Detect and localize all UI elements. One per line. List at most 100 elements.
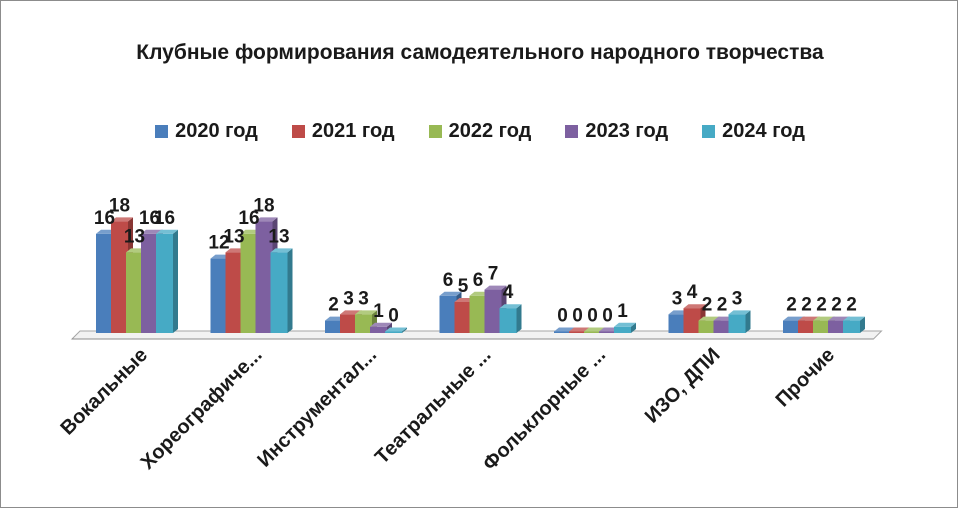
bar-top	[255, 217, 278, 222]
bar-side	[516, 304, 522, 333]
chart-title: Клубные формирования самодеятельного нар…	[136, 41, 824, 64]
data-label: 0	[572, 306, 583, 327]
bar-front	[469, 295, 487, 333]
bar-front	[126, 252, 143, 333]
bar	[728, 310, 751, 333]
bar-top	[355, 310, 377, 315]
category-label: Вокальные	[57, 344, 153, 440]
data-label: 4	[687, 282, 698, 303]
bar-front	[240, 233, 258, 333]
legend: 2020 год 2021 год 2022 год 2023 год 2024 год	[0, 118, 960, 144]
data-label: 7	[488, 264, 499, 285]
bar	[385, 327, 407, 333]
bar-front	[255, 221, 273, 333]
bar-front	[385, 331, 402, 333]
bar-front	[813, 320, 830, 333]
bar-front	[370, 326, 387, 333]
bar-top	[370, 322, 392, 327]
bar-front	[484, 289, 502, 333]
bar-front	[698, 320, 716, 333]
data-label: 13	[124, 226, 145, 247]
bar-front	[668, 314, 686, 333]
data-label: 2	[786, 295, 797, 316]
data-label: 18	[253, 195, 274, 216]
bar-front	[554, 331, 571, 333]
data-label: 2	[702, 295, 713, 316]
bar-front	[599, 331, 616, 333]
legend-swatch	[155, 124, 169, 138]
legend-label: 2021 год	[311, 119, 395, 142]
data-label: 16	[238, 208, 259, 229]
data-label: 3	[358, 288, 369, 309]
legend-item: 2024 год	[702, 120, 805, 143]
data-label: 0	[602, 306, 613, 327]
bar	[843, 316, 865, 333]
bar	[499, 304, 522, 333]
bar-front	[141, 233, 158, 333]
bar-side	[745, 310, 751, 333]
bar-front	[340, 314, 357, 333]
bar-front	[270, 252, 288, 333]
data-label: 13	[268, 226, 289, 247]
data-label: 2	[717, 295, 728, 316]
bar-front	[843, 320, 860, 333]
bar-front	[325, 320, 342, 333]
bar-side	[860, 316, 865, 333]
data-label: 6	[443, 270, 454, 291]
bar-front	[798, 320, 815, 333]
bar-top	[484, 285, 507, 290]
legend-swatch	[565, 124, 579, 138]
legend-label: 2020 год	[175, 119, 258, 142]
data-label: 3	[672, 288, 683, 309]
category-label: Инструментал...	[253, 344, 381, 472]
legend-item: 2022 год	[428, 119, 532, 143]
bar-side	[287, 248, 293, 333]
data-label: 4	[503, 282, 514, 303]
bar-front	[728, 314, 746, 333]
bar-top	[614, 322, 636, 327]
bar-front	[713, 320, 731, 333]
legend-swatch	[702, 124, 716, 138]
legend-item: 2021 год	[291, 119, 395, 143]
bar-side	[402, 327, 407, 333]
data-label: 0	[388, 306, 399, 327]
data-label: 13	[223, 226, 244, 247]
bar-front	[439, 295, 457, 333]
data-label: 2	[831, 295, 842, 316]
category-label: Прочие	[772, 344, 839, 411]
bar-front	[499, 308, 517, 333]
bar-top	[439, 291, 462, 296]
category-label: Фольклорные ...	[479, 344, 610, 475]
bar-front	[454, 302, 472, 333]
bar-top	[385, 327, 407, 332]
bar-front	[584, 331, 601, 333]
data-label: 12	[208, 233, 229, 254]
data-label: 0	[587, 306, 598, 327]
data-label: 3	[732, 288, 743, 309]
data-label: 16	[154, 208, 175, 229]
legend-label: 2022 год	[448, 119, 532, 142]
category-label: ИЗО, ДПИ	[641, 344, 725, 428]
bar	[156, 229, 178, 333]
bar-front	[96, 233, 113, 333]
bar-front	[614, 326, 631, 333]
bar-top	[270, 248, 293, 253]
bar-front	[111, 221, 128, 333]
bar-top	[843, 316, 865, 321]
legend-label: 2023 год	[585, 119, 669, 142]
bar-top	[499, 304, 522, 309]
data-label: 3	[343, 288, 354, 309]
legend-swatch	[291, 124, 305, 138]
data-label: 2	[801, 295, 812, 316]
bar-top	[156, 229, 178, 234]
bar-front	[156, 233, 173, 333]
bar	[614, 322, 636, 333]
bar	[270, 248, 293, 333]
data-label: 16	[94, 208, 115, 229]
category-label: Театральные ...	[371, 344, 496, 469]
legend-label: 2024 год	[722, 119, 805, 142]
bar-side	[173, 229, 178, 333]
legend-item: 2023 год	[565, 120, 668, 143]
